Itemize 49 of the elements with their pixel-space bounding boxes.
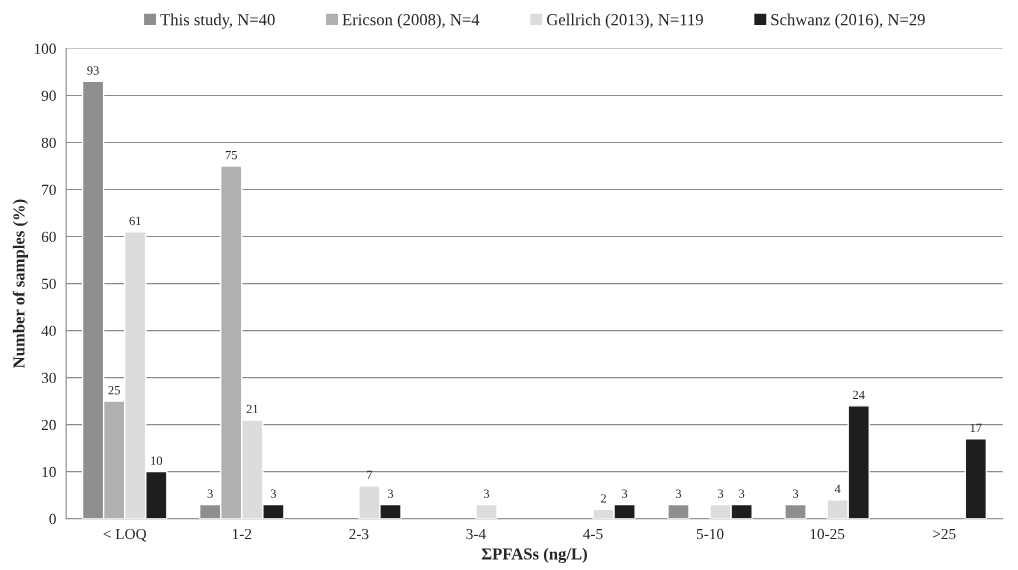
x-tick-label: 3-4 xyxy=(466,528,486,540)
y-tick-label: 70 xyxy=(42,184,56,195)
y-tick-label: 10 xyxy=(42,466,56,478)
y-tick-label: 80 xyxy=(41,137,56,148)
data-label: 3 xyxy=(270,489,277,498)
x-tick-label: < LOQ xyxy=(103,528,147,542)
data-label: 25 xyxy=(108,386,120,395)
x-tick-label: 1-2 xyxy=(232,528,252,540)
data-label: 75 xyxy=(225,151,237,160)
y-tick-label: 50 xyxy=(42,278,56,290)
y-tick-label: 40 xyxy=(41,325,56,337)
x-tick-label: 4-5 xyxy=(583,528,603,540)
data-label: 3 xyxy=(792,489,799,498)
x-axis-title: ΣPFASs (ng/L) xyxy=(481,547,587,564)
legend-label: Gellrich (2013), N=119 xyxy=(546,13,703,29)
data-label: 3 xyxy=(675,489,682,498)
bar xyxy=(475,503,498,519)
bar xyxy=(784,503,807,519)
y-tick-label: 90 xyxy=(41,90,56,101)
x-tick-label: 2-3 xyxy=(349,528,369,540)
data-label: 93 xyxy=(87,66,99,75)
data-label: 3 xyxy=(739,489,745,498)
y-axis-title: Number of samples (%) xyxy=(12,199,28,369)
data-label: 2 xyxy=(600,494,606,503)
data-label: 3 xyxy=(622,489,628,498)
legend-label: Schwanz (2016), N=29 xyxy=(771,13,925,29)
x-tick-label: >25 xyxy=(933,528,956,540)
data-label: 17 xyxy=(970,423,982,432)
data-label: 61 xyxy=(129,216,141,226)
legend-label: This study, N=40 xyxy=(160,13,275,29)
data-label: 4 xyxy=(834,484,841,494)
y-tick-label: 100 xyxy=(34,43,56,54)
y-tick-label: 30 xyxy=(41,372,56,384)
data-label: 7 xyxy=(367,470,373,479)
x-tick-label: 10-25 xyxy=(810,528,845,540)
y-tick-label: 20 xyxy=(41,419,56,431)
data-label: 21 xyxy=(246,404,258,414)
bar xyxy=(667,503,690,519)
legend-label: Ericson (2008), N=4 xyxy=(342,13,480,29)
data-label: 10 xyxy=(151,456,163,465)
y-tick-label: 60 xyxy=(41,231,56,242)
data-label: 3 xyxy=(207,489,213,498)
x-tick-label: 5-10 xyxy=(696,528,724,540)
data-label: 3 xyxy=(718,489,724,498)
data-label: 24 xyxy=(853,390,865,400)
data-label: 3 xyxy=(387,489,394,498)
y-tick-label: 0 xyxy=(49,513,56,525)
data-label: 3 xyxy=(483,489,490,498)
bar xyxy=(964,438,988,519)
